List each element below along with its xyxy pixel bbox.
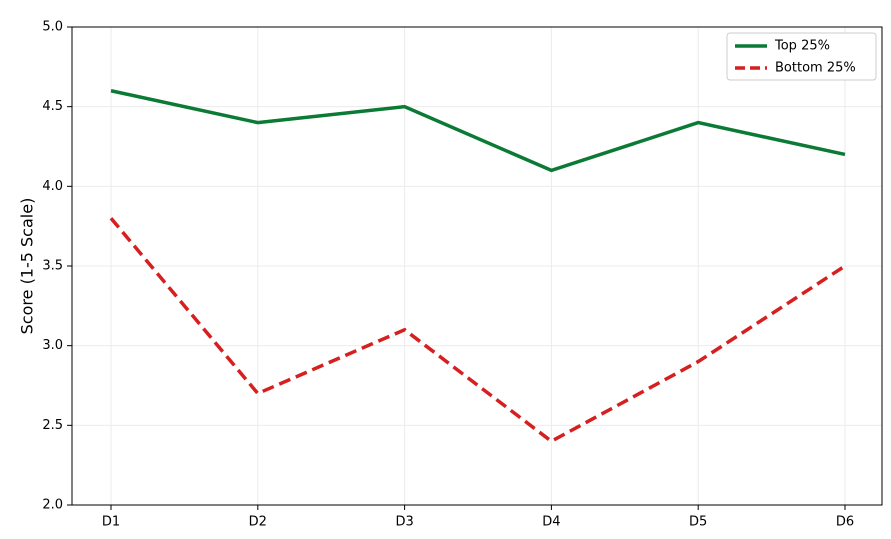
legend-label: Top 25% [774,39,830,54]
data-line [110,89,846,173]
x-tick-label: D5 [689,515,707,530]
y-tick-label: 4.0 [42,179,63,194]
plot-frame [71,26,883,506]
x-tick-label: D2 [249,515,267,530]
y-tick-label: 3.5 [42,259,63,274]
y-tick-label: 2.5 [42,418,63,433]
y-tick-label: 4.5 [42,99,63,114]
x-tick-label: D3 [395,515,413,530]
legend-label: Bottom 25% [775,61,856,76]
x-tick-label: D6 [836,515,854,530]
y-tick-label: 5.0 [42,20,63,35]
y-tick-label: 2.0 [42,498,63,513]
x-tick-label: D1 [102,515,120,530]
data-line [109,217,846,444]
x-tick-label: D4 [542,515,560,530]
y-tick-label: 3.0 [42,338,63,353]
y-axis-label: Score (1-5 Scale) [18,198,37,335]
